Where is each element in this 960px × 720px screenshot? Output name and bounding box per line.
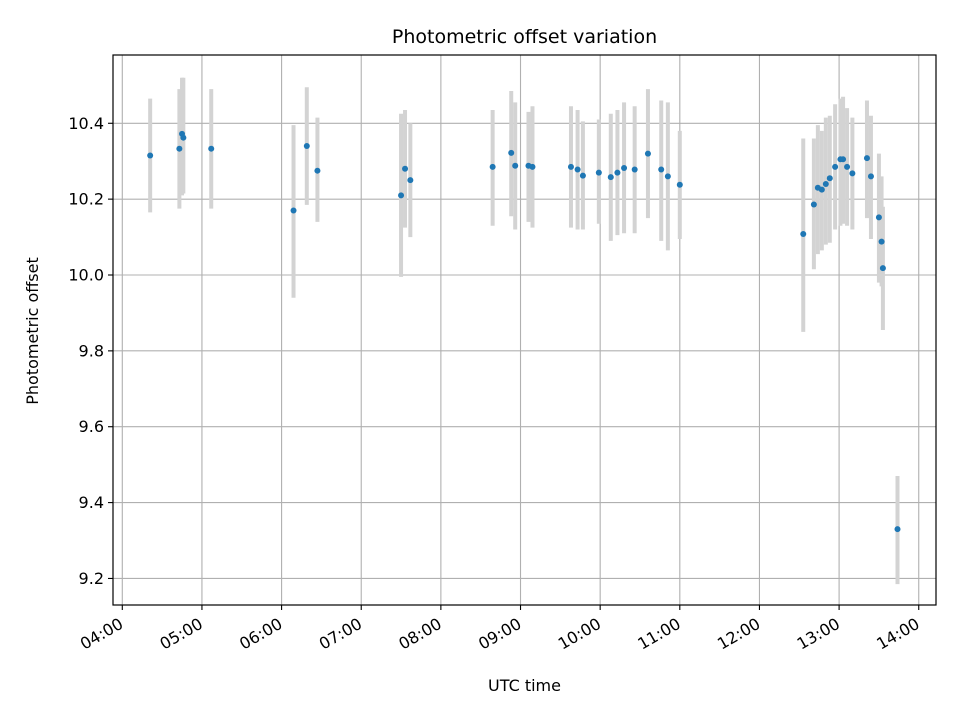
- data-point: [303, 143, 310, 150]
- data-point: [631, 166, 638, 173]
- data-point: [832, 163, 839, 170]
- data-point: [658, 166, 665, 173]
- data-point: [818, 186, 825, 193]
- data-point: [878, 238, 885, 245]
- y-tick-label: 10.4: [68, 114, 104, 133]
- data-point: [567, 163, 574, 170]
- data-point: [147, 152, 154, 159]
- data-point: [314, 167, 321, 174]
- x-axis-label: UTC time: [488, 676, 561, 695]
- data-point: [407, 177, 414, 184]
- data-point: [180, 134, 187, 141]
- data-point: [290, 207, 297, 214]
- data-point: [398, 192, 405, 199]
- data-point: [529, 163, 536, 170]
- y-tick-label: 9.6: [79, 417, 104, 436]
- data-point: [574, 166, 581, 173]
- data-point: [508, 149, 515, 156]
- data-points: [147, 130, 901, 533]
- data-point: [822, 180, 829, 187]
- data-point: [867, 173, 874, 180]
- data-point: [644, 150, 651, 157]
- data-point: [402, 165, 409, 172]
- y-tick-label: 10.2: [68, 190, 104, 209]
- data-point: [176, 145, 183, 152]
- data-point: [621, 165, 628, 172]
- data-point: [849, 170, 856, 177]
- data-point: [512, 162, 519, 169]
- y-tick-label: 9.4: [79, 493, 104, 512]
- data-point: [863, 155, 870, 162]
- data-point: [595, 169, 602, 176]
- chart-title: Photometric offset variation: [392, 26, 657, 48]
- data-point: [894, 526, 901, 533]
- data-point: [208, 145, 215, 152]
- data-point: [579, 172, 586, 179]
- data-point: [607, 174, 614, 181]
- y-axis-ticks: 9.2 9.4 9.6 9.8 10.0 10.2 10.4: [68, 114, 113, 588]
- y-tick-label: 10.0: [68, 266, 104, 285]
- data-point: [614, 169, 621, 176]
- data-point: [826, 175, 833, 182]
- data-point: [844, 163, 851, 170]
- data-point: [840, 156, 847, 163]
- data-point: [800, 231, 807, 238]
- data-point: [875, 214, 882, 221]
- grid-lines: [113, 55, 936, 605]
- data-point: [489, 163, 496, 170]
- data-point: [879, 265, 886, 272]
- y-tick-label: 9.8: [79, 341, 104, 360]
- y-axis-label: Photometric offset: [23, 257, 42, 405]
- y-tick-label: 9.2: [79, 569, 104, 588]
- data-point: [664, 173, 671, 180]
- data-point: [810, 201, 817, 208]
- plot-area-frame: [112, 54, 937, 606]
- data-point: [676, 181, 683, 188]
